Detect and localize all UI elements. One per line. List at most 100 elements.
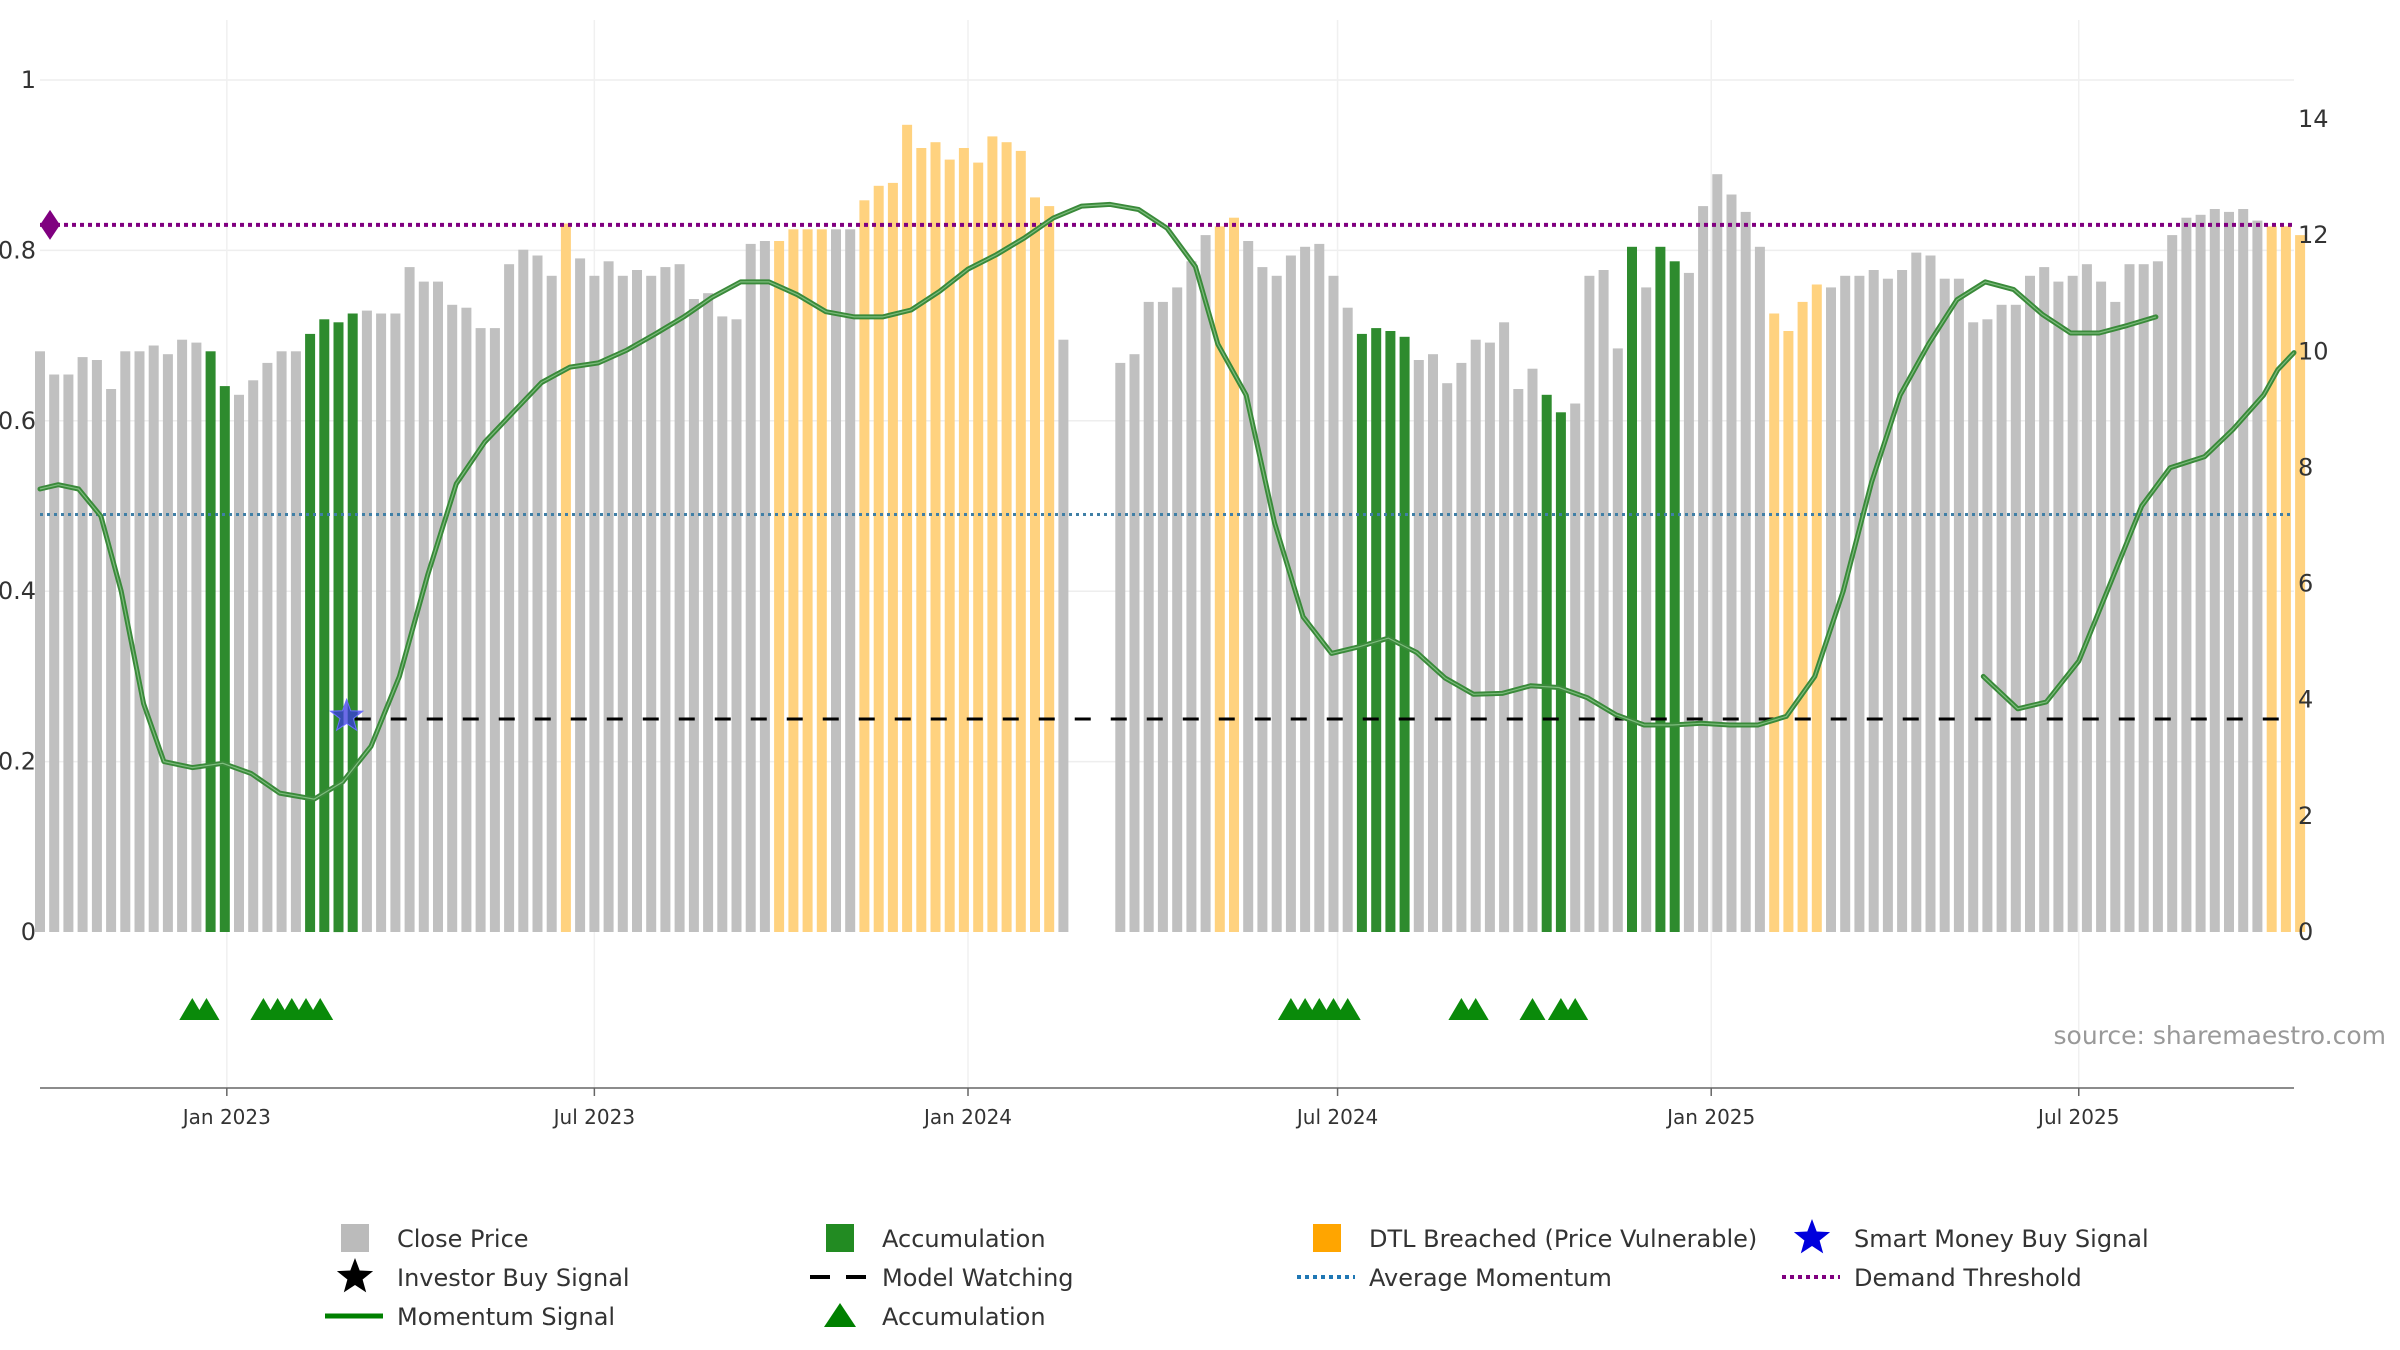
- close-price-bar: [2252, 220, 2263, 933]
- close-price-bar: [35, 351, 45, 932]
- close-price-bar: [1314, 243, 1325, 932]
- close-price-bar: [1726, 194, 1737, 932]
- close-price-bar: [1911, 252, 1922, 933]
- right-tick-label: 0: [2298, 918, 2313, 946]
- close-price-bar: [2138, 264, 2149, 932]
- close-price-bar: [2152, 261, 2163, 932]
- momentum-signal-highlight: [39, 203, 2157, 800]
- dtl-breached-bar: [930, 142, 941, 932]
- accumulation-marker: [1562, 998, 1589, 1020]
- close-price-bar: [532, 255, 543, 932]
- close-price-bar: [404, 267, 415, 933]
- close-price-bar: [390, 313, 401, 932]
- lines: [37, 201, 2297, 802]
- close-price-bar: [1953, 278, 1964, 932]
- close-price-bar: [1271, 275, 1282, 932]
- close-price-bar: [1740, 211, 1751, 932]
- legend: Close Price Accumulation DTL Breached (Pri…: [325, 1219, 2149, 1331]
- close-price-bar: [2110, 301, 2121, 932]
- close-price-bar: [504, 264, 515, 932]
- close-price-bar: [1840, 275, 1851, 932]
- close-price-bar: [518, 249, 529, 932]
- x-tick-label: Jan 2024: [922, 1105, 1012, 1129]
- right-tick-label: 4: [2298, 686, 2313, 714]
- close-price-bar: [575, 258, 586, 932]
- close-price-bar: [1342, 307, 1353, 932]
- dtl-breached-bar: [887, 182, 898, 932]
- close-price-bar: [617, 275, 628, 932]
- close-price-bar: [1996, 304, 2007, 932]
- close-price-bar: [1157, 301, 1168, 932]
- close-price-bar: [1925, 255, 1936, 932]
- close-price-bar: [1612, 348, 1623, 932]
- dtl-breached-bar: [987, 136, 998, 932]
- legend-label: Close Price: [397, 1225, 529, 1253]
- close-price-bar: [63, 374, 74, 932]
- close-price-bar: [262, 362, 273, 932]
- x-tick-label: Jan 2023: [181, 1105, 271, 1129]
- accumulation-marker: [1334, 998, 1361, 1020]
- close-price-bar: [1882, 278, 1893, 932]
- close-price-bar: [433, 281, 443, 933]
- close-price-bar: [1754, 246, 1765, 933]
- dtl-breached-bar: [1001, 142, 1012, 932]
- close-price-bar: [1470, 339, 1481, 932]
- close-price-bar: [2025, 275, 2035, 932]
- close-price-bar: [2124, 264, 2135, 932]
- close-price-bar: [2067, 275, 2078, 932]
- close-price-bar: [106, 389, 117, 932]
- close-price-bar: [1570, 403, 1581, 932]
- close-price-bar: [1939, 278, 1950, 932]
- right-tick-label: 8: [2298, 453, 2313, 481]
- accumulation-bar: [319, 319, 330, 932]
- bars: [35, 124, 2306, 933]
- close-price-bar: [2081, 264, 2092, 932]
- close-price-bar: [447, 304, 458, 932]
- close-price-bar: [49, 374, 60, 932]
- demand-threshold-marker: [40, 209, 60, 240]
- legend-star-icon: [336, 1258, 374, 1293]
- accumulation-bar: [305, 333, 316, 932]
- legend-label: Average Momentum: [1369, 1264, 1612, 1292]
- legend-item: Accumulation: [824, 1303, 1046, 1331]
- close-price-bar: [120, 351, 131, 932]
- accumulation-bar: [1385, 331, 1396, 932]
- close-price-bar: [703, 293, 714, 932]
- dtl-breached-bar: [2280, 226, 2291, 932]
- close-price-bar: [646, 275, 657, 932]
- dtl-breached-bar: [973, 162, 984, 933]
- close-price-bar: [1584, 275, 1595, 932]
- left-tick-label: 0: [21, 918, 36, 946]
- close-price-bar: [845, 229, 856, 933]
- accumulation-bar: [347, 313, 358, 932]
- close-price-bar: [276, 351, 287, 932]
- close-price-bar: [376, 313, 387, 932]
- close-price-bar: [1058, 339, 1069, 932]
- legend-label: Accumulation: [882, 1303, 1046, 1331]
- dtl-breached-bar: [1797, 301, 1808, 932]
- close-price-bar: [1897, 270, 1908, 932]
- close-price-bar: [1129, 354, 1140, 932]
- legend-square-icon: [341, 1224, 369, 1252]
- close-price-bar: [489, 328, 500, 933]
- dtl-breached-bar: [1811, 284, 1822, 932]
- right-tick-label: 10: [2298, 337, 2329, 365]
- close-price-bar: [1527, 368, 1538, 932]
- close-price-bar: [2181, 217, 2192, 932]
- accumulation-bar: [333, 322, 344, 933]
- dtl-breached-bar: [873, 185, 884, 933]
- dtl-breached-bar: [1030, 197, 1040, 932]
- right-tick-label: 2: [2298, 802, 2313, 830]
- close-price-bar: [2209, 209, 2220, 932]
- legend-label: Model Watching: [882, 1264, 1074, 1292]
- smart-money-buy-signal: [329, 697, 365, 732]
- accumulation-bar: [1655, 246, 1666, 933]
- accumulation-marker: [307, 998, 334, 1020]
- close-price-bar: [688, 299, 699, 932]
- dtl-breached-bar: [1214, 226, 1225, 932]
- close-price-bar: [418, 281, 429, 933]
- dtl-breached-bar: [802, 229, 813, 933]
- close-price-bar: [1143, 301, 1154, 932]
- dtl-breached-bar: [1783, 331, 1794, 932]
